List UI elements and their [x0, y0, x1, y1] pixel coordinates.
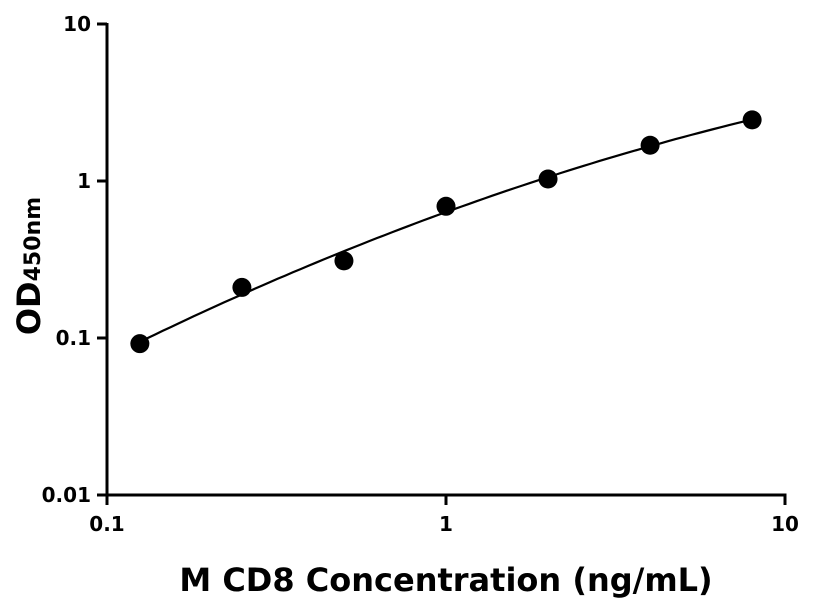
x-tick-label: 0.1 — [89, 512, 124, 536]
data-point — [334, 251, 354, 271]
y-axis-title: OD450nm — [10, 197, 48, 335]
data-point — [232, 277, 252, 297]
data-point — [130, 334, 150, 354]
y-tick-label: 0.1 — [56, 326, 91, 350]
y-axis-title-main: OD — [10, 281, 48, 335]
data-point — [640, 135, 660, 155]
data-point — [436, 196, 456, 216]
x-tick-label: 10 — [771, 512, 799, 536]
y-tick-label: 1 — [77, 169, 91, 193]
y-axis-title-subscript: 450nm — [21, 197, 46, 282]
data-point — [538, 169, 558, 189]
fit-curve — [139, 118, 753, 343]
x-tick-label: 1 — [439, 512, 453, 536]
axes: 0.1 1 10 0.01 0.1 1 10 — [42, 12, 799, 536]
y-tick-label: 10 — [63, 12, 91, 36]
data-points — [130, 110, 762, 354]
x-axis-title: M CD8 Concentration (ng/mL) — [179, 561, 712, 599]
y-tick-label: 0.01 — [42, 483, 91, 507]
data-point — [742, 110, 762, 130]
